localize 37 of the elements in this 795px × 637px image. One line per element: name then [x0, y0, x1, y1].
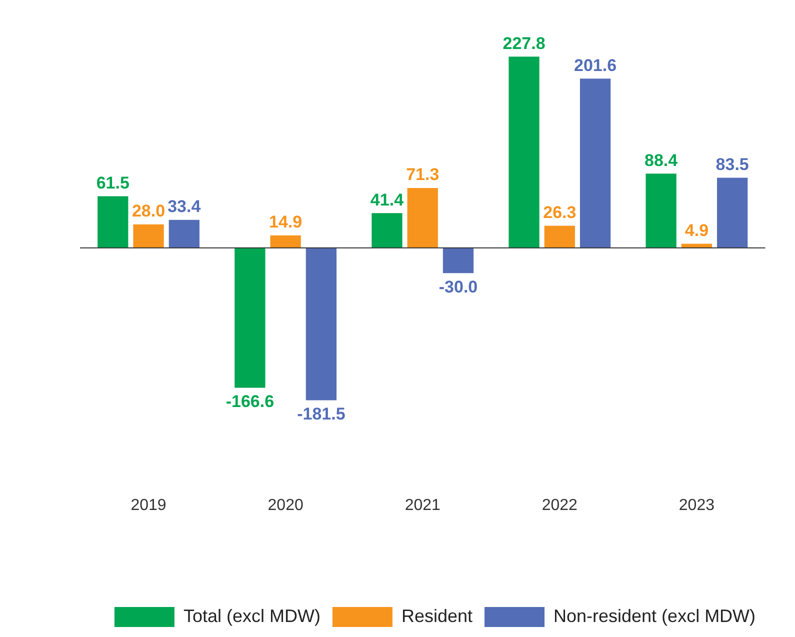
- bar: [98, 196, 128, 248]
- data-label: 88.4: [644, 150, 678, 170]
- data-label: 14.9: [269, 212, 302, 232]
- data-label: 26.3: [543, 202, 576, 222]
- data-label: 33.4: [168, 197, 202, 216]
- x-tick-label: 2019: [130, 496, 166, 514]
- x-tick-label: 2022: [542, 496, 578, 514]
- bar: [508, 56, 540, 248]
- data-label: 83.5: [716, 154, 749, 174]
- bar: [717, 178, 748, 248]
- legend-label: Non-resident (excl MDW): [554, 606, 756, 626]
- data-label: 41.4: [370, 190, 404, 210]
- bar: [407, 188, 438, 248]
- x-tick-label: 2023: [678, 496, 715, 514]
- bar: [442, 248, 474, 274]
- data-label: -166.6: [226, 392, 274, 411]
- bar: [306, 248, 337, 400]
- legend-label: Total (excl MDW): [183, 606, 320, 626]
- data-label: 61.5: [96, 173, 130, 192]
- x-tick-label: 2021: [404, 496, 441, 514]
- bar: [372, 213, 402, 248]
- bar: [168, 220, 200, 248]
- legend-label: Resident: [401, 606, 473, 626]
- data-label: 227.8: [502, 34, 546, 53]
- data-label: 4.9: [684, 220, 709, 240]
- data-label: 201.6: [574, 56, 617, 75]
- bar: [544, 226, 575, 248]
- data-label: 71.3: [406, 165, 440, 184]
- bar: [270, 235, 301, 248]
- bar: [580, 78, 611, 248]
- bar: [646, 174, 676, 248]
- data-label: -30.0: [438, 277, 478, 296]
- bar: [234, 248, 266, 388]
- bar: [133, 224, 164, 248]
- data-label: -181.5: [297, 404, 346, 424]
- x-tick-label: 2020: [268, 496, 304, 514]
- data-label: 28.0: [132, 202, 166, 221]
